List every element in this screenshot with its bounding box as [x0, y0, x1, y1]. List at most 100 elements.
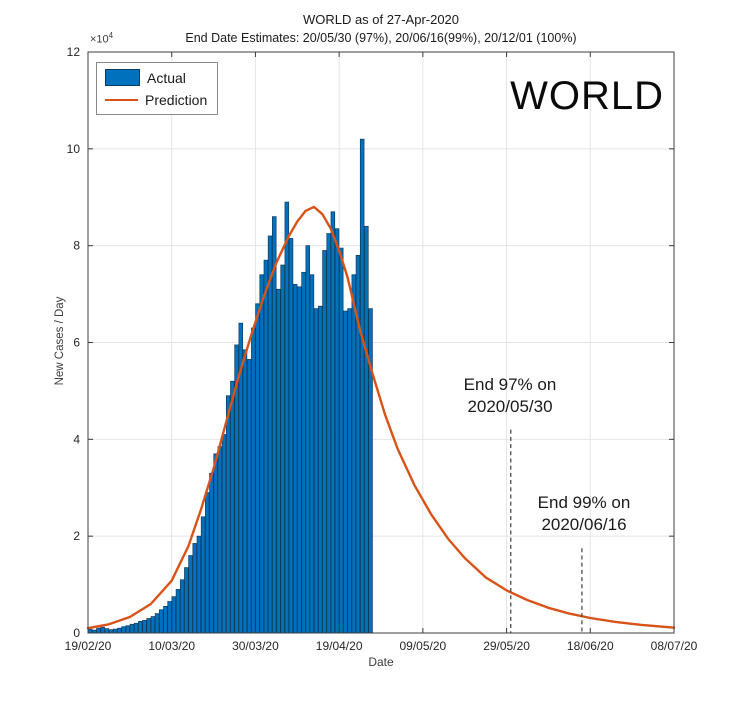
- legend-prediction-label: Prediction: [145, 92, 208, 108]
- y-tick-label: 0: [73, 626, 80, 640]
- annotation-end-99-line2: 2020/06/16: [541, 515, 627, 534]
- actual-bar: [364, 225, 369, 634]
- actual-bar: [292, 284, 298, 634]
- legend: Actual Prediction: [96, 62, 219, 115]
- x-tick-label: 19/02/20: [65, 639, 112, 653]
- actual-bar: [297, 286, 302, 634]
- annotation-end-97-line2: 2020/05/30: [467, 397, 553, 416]
- actual-bar: [330, 211, 336, 634]
- actual-bar: [171, 596, 177, 634]
- x-tick-label: 08/07/20: [651, 639, 698, 653]
- actual-bar: [146, 618, 151, 634]
- actual-bar: [163, 606, 168, 634]
- x-axis-label: Date: [368, 655, 394, 669]
- actual-bar: [121, 626, 126, 634]
- x-tick-label: 10/03/20: [148, 639, 195, 653]
- actual-bar: [276, 288, 281, 634]
- x-tick-label: 09/05/20: [399, 639, 446, 653]
- actual-bar: [200, 516, 206, 634]
- actual-bar: [318, 305, 323, 634]
- legend-actual-swatch: [105, 69, 140, 86]
- actual-bar: [230, 380, 235, 634]
- legend-item-prediction: Prediction: [105, 92, 207, 108]
- annotation-end-97: End 97% on 2020/05/30: [464, 374, 557, 418]
- actual-bar: [301, 271, 306, 634]
- y-tick-label: 4: [73, 432, 80, 446]
- actual-bar: [280, 264, 285, 634]
- actual-bar: [133, 622, 139, 634]
- x-tick-label: 19/04/20: [316, 639, 363, 653]
- actual-bar: [288, 238, 294, 634]
- actual-bar: [167, 601, 172, 634]
- actual-bar: [184, 567, 189, 634]
- actual-bar: [322, 250, 327, 634]
- actual-bar: [359, 138, 365, 634]
- actual-bar: [246, 359, 252, 634]
- legend-actual-label: Actual: [147, 69, 186, 86]
- actual-bar: [96, 627, 101, 634]
- actual-bar: [351, 274, 357, 634]
- actual-bar: [334, 228, 340, 634]
- annotation-end-99-line1: End 99% on: [537, 493, 631, 512]
- y-axis-label: New Cases / Day: [54, 296, 66, 386]
- actual-bar: [347, 308, 352, 634]
- actual-bar: [259, 274, 264, 634]
- y-tick-label: 12: [67, 45, 81, 59]
- actual-bar: [255, 303, 260, 634]
- actual-bar: [138, 621, 143, 634]
- actual-bar: [117, 627, 122, 634]
- actual-bar: [209, 472, 214, 634]
- actual-bar: [217, 446, 223, 634]
- actual-bar: [267, 235, 273, 634]
- actual-bar: [108, 629, 114, 634]
- actual-bar: [251, 327, 256, 634]
- actual-bar: [326, 233, 331, 634]
- chart-title: WORLD as of 27-Apr-2020: [302, 12, 460, 27]
- actual-bar: [154, 613, 160, 634]
- prediction-line: [86, 205, 676, 630]
- actual-bar: [100, 626, 105, 634]
- y-tick-label: 6: [73, 336, 80, 350]
- actual-bar: [125, 625, 130, 634]
- actual-bar: [150, 616, 156, 634]
- x-tick-label: 29/05/20: [483, 639, 530, 653]
- actual-bar: [309, 274, 315, 634]
- actual-bar: [339, 247, 344, 634]
- annotation-end-99: End 99% on 2020/06/16: [538, 492, 631, 536]
- y-axis-multiplier: ×104: [90, 31, 113, 46]
- actual-bar: [87, 628, 93, 634]
- actual-bar: [368, 308, 373, 634]
- actual-bar: [205, 492, 210, 634]
- actual-bar: [305, 245, 310, 634]
- chart-subtitle: End Date Estimates: 20/05/30 (97%), 20/0…: [185, 31, 577, 45]
- x-tick-label: 30/03/20: [232, 639, 279, 653]
- actual-bar: [272, 216, 277, 634]
- y-tick-label: 2: [73, 529, 80, 543]
- actual-bar: [313, 308, 319, 634]
- actual-bar: [196, 535, 202, 634]
- actual-bar: [129, 623, 135, 634]
- actual-bar: [112, 628, 118, 634]
- actual-bar: [343, 310, 348, 634]
- x-tick-label: 18/06/20: [567, 639, 614, 653]
- annotation-end-97-line1: End 97% on: [463, 375, 557, 394]
- actual-bar: [104, 628, 110, 634]
- actual-bar: [242, 349, 248, 634]
- y-axis-multiplier-base: ×10: [90, 33, 109, 46]
- world-annotation: WORLD: [510, 74, 664, 118]
- actual-bar: [188, 555, 193, 634]
- actual-bar: [179, 579, 185, 634]
- actual-bar: [221, 434, 227, 634]
- legend-prediction-swatch: [105, 99, 138, 101]
- actual-bar: [192, 543, 197, 634]
- actual-bar: [159, 609, 164, 634]
- y-axis-multiplier-exponent: 4: [108, 31, 114, 40]
- y-tick-label: 8: [73, 239, 80, 253]
- actual-bar: [142, 620, 147, 634]
- actual-bar: [213, 453, 218, 634]
- actual-bar: [175, 589, 181, 634]
- y-tick-label: 10: [67, 142, 81, 156]
- actual-bar: [284, 201, 290, 634]
